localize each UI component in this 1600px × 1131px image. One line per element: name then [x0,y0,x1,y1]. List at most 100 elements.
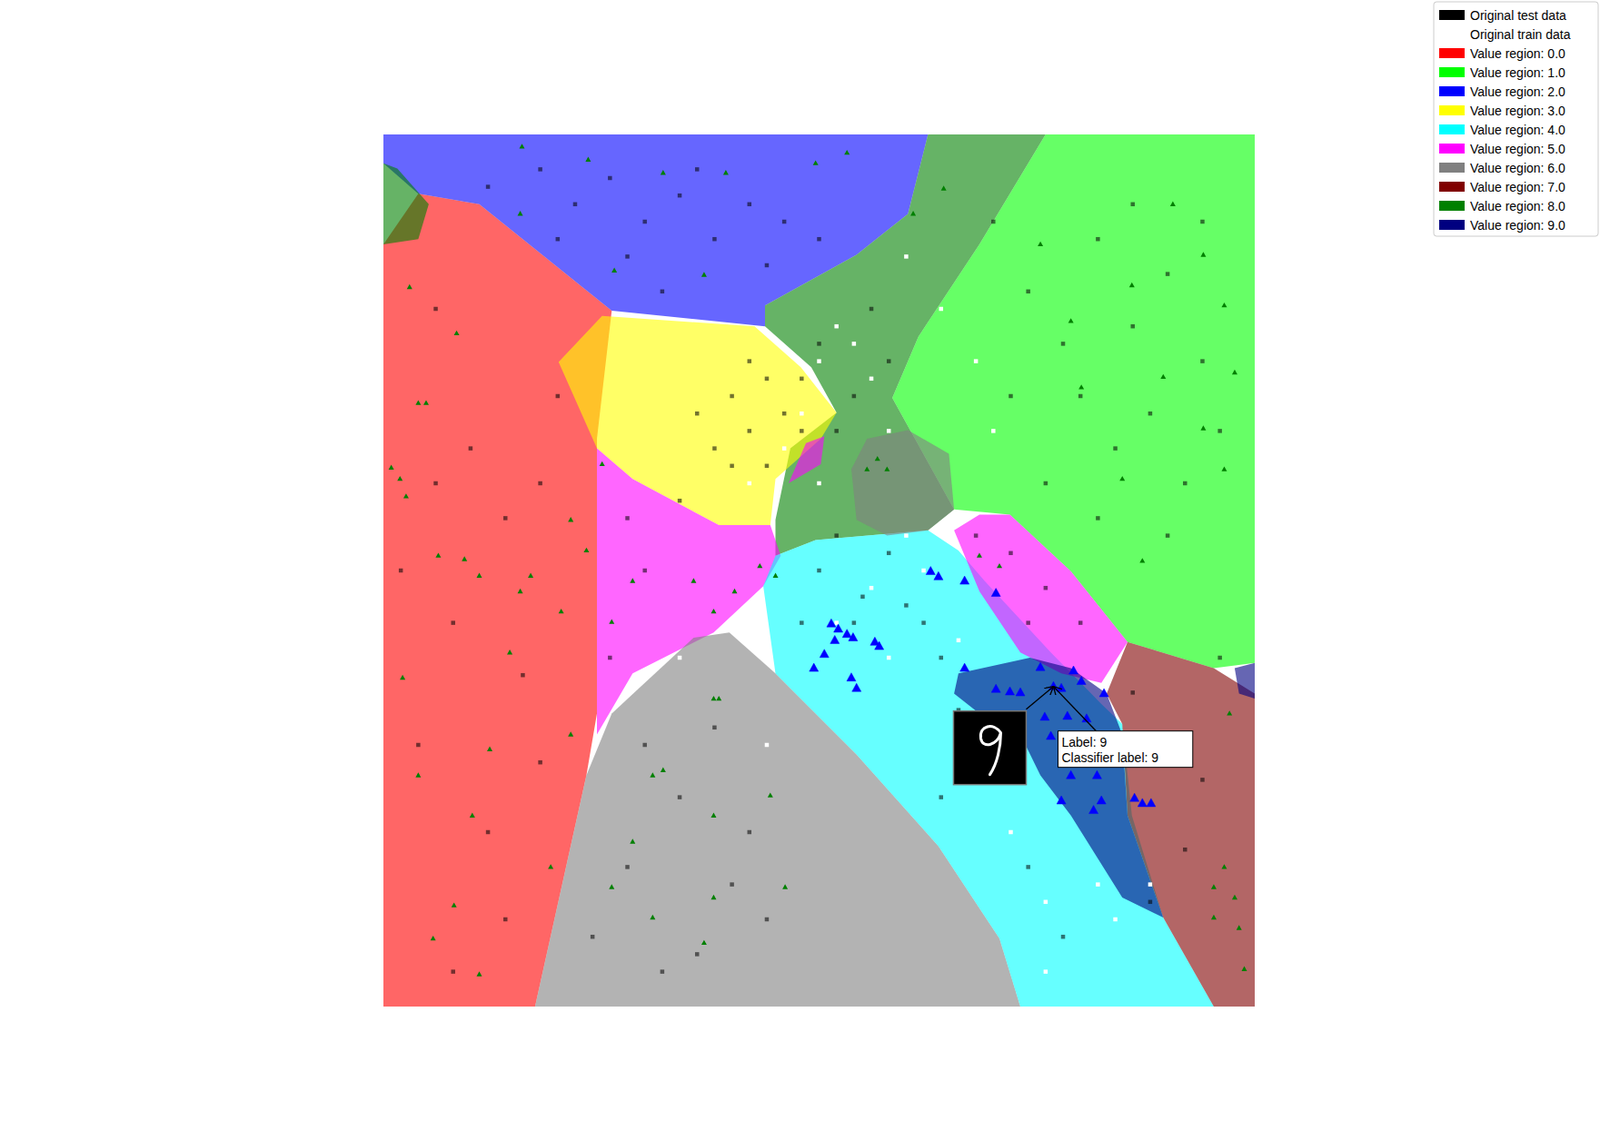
triangle-point [782,884,788,889]
square-point [1148,882,1153,887]
triangle-point [403,493,409,498]
triangle-point [423,399,429,405]
triangle-point [910,210,916,216]
triangle-point [1221,302,1227,308]
triangle-point [649,914,656,920]
square-point [886,428,892,434]
triangle-point [710,813,716,818]
triangle-point [660,169,666,175]
legend-label: Value region: 0.0 [1470,46,1566,61]
square-point [782,411,787,417]
legend-box [1433,1,1599,237]
triangle-point [469,813,476,818]
triangle-point [1241,965,1247,971]
triangle-point [874,456,881,461]
legend-label: Value region: 3.0 [1470,103,1566,119]
triangle-point [834,624,844,633]
triangle-point [1236,924,1243,930]
triangle-point [1078,384,1084,389]
square-point [816,237,822,242]
square-point [729,394,735,399]
square-point [765,263,770,269]
square-point [537,760,543,766]
square-point [556,394,561,399]
square-point [904,603,909,608]
triangle-point [517,210,524,216]
triangle-point [941,185,947,190]
square-point [747,428,753,434]
legend-label: Value region: 5.0 [1470,141,1566,157]
triangle-point [461,556,468,561]
square-point [852,394,857,399]
triangle-point [1226,710,1233,716]
triangle-point [451,902,458,907]
square-point [625,864,630,870]
triangle-point [1221,864,1227,869]
triangle-point [848,633,858,642]
triangle-point [1211,914,1217,920]
square-point [921,568,926,574]
square-point [1043,969,1049,974]
triangle-point [629,577,636,583]
triangle-point [608,618,615,624]
triangle-point [960,663,970,672]
square-point [503,516,508,521]
square-point [537,167,543,172]
square-point [433,307,438,312]
legend-label: Value region: 9.0 [1470,218,1566,233]
square-point [398,568,404,574]
square-point [816,568,822,574]
square-point [904,254,909,259]
triangle-point [583,547,589,553]
square-point [747,358,753,364]
triangle-point [415,772,421,777]
square-point [852,620,857,626]
square-point [886,655,892,661]
legend-label: Original test data [1470,8,1567,23]
triangle-point [567,731,574,736]
square-point [1025,620,1031,626]
square-point [660,969,666,974]
triangle-point [567,516,574,522]
triangle-point [1040,712,1050,721]
legend-swatch [1439,29,1465,40]
legend-label: Original train data [1470,27,1571,42]
square-point [1095,237,1101,242]
triangle-point [1015,687,1025,696]
square-point [660,289,666,295]
square-point [1217,655,1223,661]
square-point [1078,620,1084,626]
legend-swatch [1439,48,1465,59]
triangle-point [558,608,565,614]
triangle-point [1170,201,1176,207]
triangle-point [1137,798,1147,807]
triangle-point [723,169,729,175]
square-point [1113,446,1118,451]
triangle-point [960,576,970,585]
legend-swatch [1439,86,1465,97]
triangle-point [1200,251,1206,257]
triangle-point [547,864,554,869]
value-region [851,429,955,536]
triangle-point [1129,282,1135,288]
triangle-point [731,588,737,594]
square-point [1008,551,1014,557]
square-point [642,743,647,748]
square-point [973,533,979,538]
triangle-point [397,476,403,481]
triangle-point [1076,676,1086,686]
square-point [712,725,717,731]
digit-image [953,711,1026,786]
square-point [747,830,753,835]
triangle-point [934,571,944,580]
square-point [869,307,875,312]
triangle-point [518,143,525,149]
triangle-point [710,695,716,701]
triangle-point [991,684,1001,693]
triangle-point [399,675,406,680]
square-point [834,428,839,434]
square-point [799,377,805,382]
triangle-point [991,588,1001,597]
legend-swatch [1439,162,1465,173]
triangle-point [690,577,696,583]
